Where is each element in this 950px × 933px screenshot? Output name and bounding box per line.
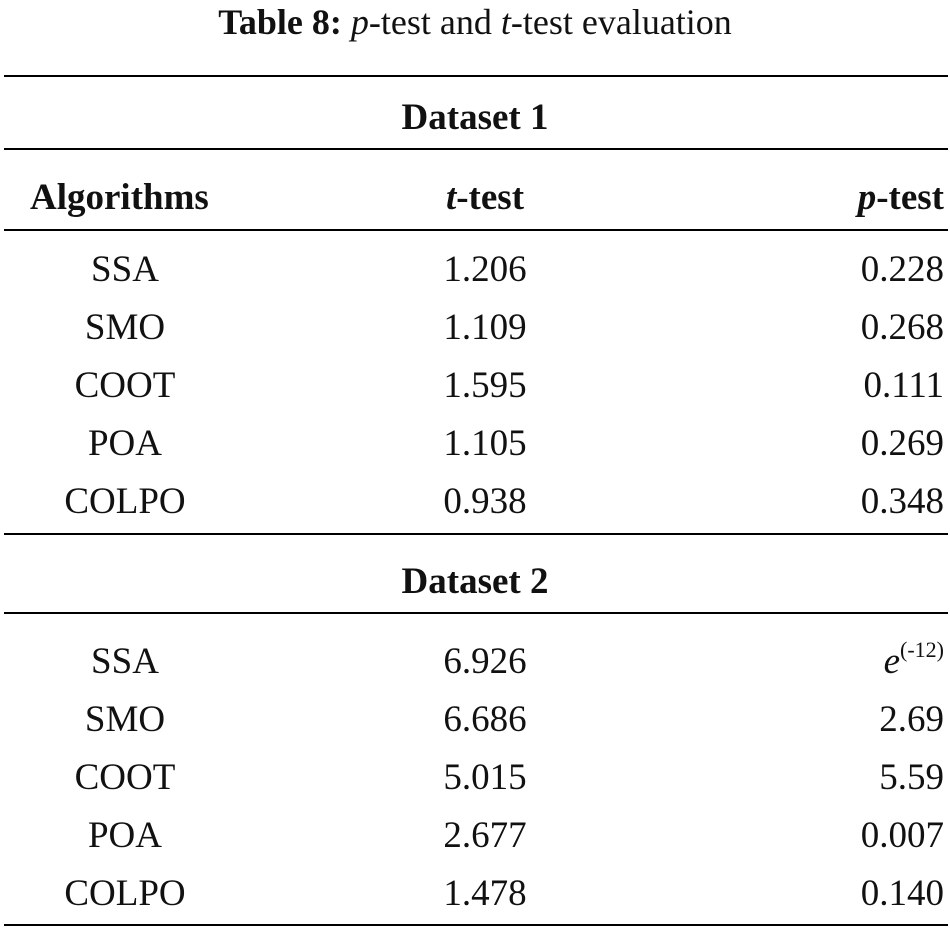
- table-row: COLPO 0.938 0.348: [0, 476, 950, 528]
- algorithm-cell: POA: [87, 815, 163, 856]
- p-exponent-base: e: [883, 641, 901, 682]
- algorithm-cell: SMO: [84, 307, 166, 348]
- caption-label: Table 8:: [218, 2, 342, 42]
- table-row: COLPO 1.478 0.140: [0, 868, 950, 920]
- dataset-2-top-rule: [4, 533, 948, 535]
- algorithm-cell: COLPO: [64, 481, 186, 522]
- p-test-cell: e(-12): [724, 636, 944, 688]
- header-t-letter: t: [445, 177, 457, 218]
- table-row: POA 1.105 0.269: [0, 418, 950, 470]
- t-test-cell: 1.478: [443, 873, 527, 914]
- p-test-cell: 0.228: [860, 249, 944, 290]
- algorithm-cell: SSA: [91, 249, 159, 290]
- dataset-1-title-rule: [4, 148, 948, 150]
- table-row: SMO 1.109 0.268: [0, 302, 950, 354]
- t-test-cell: 1.595: [443, 365, 527, 406]
- table-row: SSA 6.926 e(-12): [0, 636, 950, 688]
- table-header-row: Algorithms t-test p-test: [0, 172, 950, 224]
- p-test-cell: 0.007: [860, 815, 944, 856]
- table-row: SMO 6.686 2.69: [0, 694, 950, 746]
- table-row: SSA 1.206 0.228: [0, 244, 950, 296]
- p-test-cell: 0.111: [863, 365, 944, 406]
- dataset-1-title: Dataset 1: [401, 97, 549, 138]
- table-row: COOT 5.015 5.59: [0, 752, 950, 804]
- p-test-cell: 0.348: [860, 481, 944, 522]
- p-test-cell: 0.140: [860, 873, 944, 914]
- table-row: COOT 1.595 0.111: [0, 360, 950, 412]
- t-test-cell: 1.105: [443, 423, 527, 464]
- table-row: POA 2.677 0.007: [0, 810, 950, 862]
- p-exponent-power: (-12): [900, 637, 944, 662]
- caption-t-letter: t: [500, 2, 511, 42]
- caption-p-letter: p: [350, 2, 369, 42]
- t-test-cell: 0.938: [443, 481, 527, 522]
- dataset-2-title: Dataset 2: [401, 561, 549, 602]
- header-t-test: t-test: [380, 172, 590, 224]
- algorithm-cell: POA: [87, 423, 163, 464]
- p-test-cell: 5.59: [879, 757, 944, 798]
- dataset-2-title-rule: [4, 612, 948, 614]
- algorithm-cell: COOT: [74, 365, 176, 406]
- header-p-test: p-test: [724, 172, 944, 224]
- algorithm-cell: SSA: [91, 641, 159, 682]
- table-caption: Table 8: p-test and t-test evaluation: [0, 0, 950, 50]
- algorithm-cell: SMO: [84, 699, 166, 740]
- t-test-cell: 1.109: [443, 307, 527, 348]
- p-test-cell: 2.69: [879, 699, 944, 740]
- t-test-cell: 2.677: [443, 815, 527, 856]
- bottom-rule: [4, 924, 948, 926]
- t-test-cell: 6.926: [443, 641, 527, 682]
- p-test-cell: 0.268: [860, 307, 944, 348]
- t-test-cell: 1.206: [443, 249, 527, 290]
- header-p-suffix: -test: [876, 177, 944, 218]
- header-t-suffix: -test: [456, 177, 525, 218]
- header-p-letter: p: [857, 177, 877, 218]
- algorithm-cell: COLPO: [64, 873, 186, 914]
- p-test-cell: 0.269: [860, 423, 944, 464]
- caption-mid-text: -test and: [368, 2, 501, 42]
- t-test-cell: 6.686: [443, 699, 527, 740]
- top-rule: [4, 75, 948, 77]
- header-algorithms: Algorithms: [30, 177, 209, 218]
- header-rule: [4, 229, 948, 231]
- t-test-cell: 5.015: [443, 757, 527, 798]
- caption-end-text: -test evaluation: [510, 2, 732, 42]
- algorithm-cell: COOT: [74, 757, 176, 798]
